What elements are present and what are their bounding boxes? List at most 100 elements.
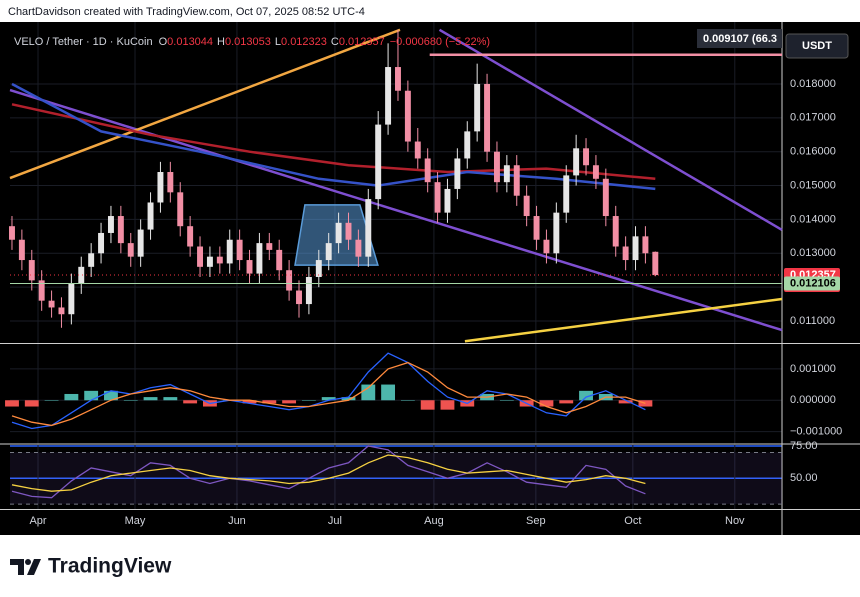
candle-body	[325, 243, 332, 261]
histogram-bar	[104, 390, 118, 401]
y-tick-label: 0.000000	[790, 394, 836, 406]
y-tick-label: 0.015000	[790, 179, 836, 191]
candle-body	[157, 172, 164, 203]
candle-body	[206, 256, 213, 267]
candle-body	[424, 158, 431, 183]
indicator-line	[11, 361, 646, 427]
histogram-bar	[539, 400, 554, 407]
change: −0.000680 (−5.22%)	[390, 36, 490, 48]
candle-body	[365, 199, 372, 257]
candle-body	[38, 280, 45, 301]
candle-body	[48, 300, 55, 308]
candle-body	[187, 226, 194, 247]
histogram-bar	[5, 400, 19, 407]
y-tick-label: 0.018000	[790, 78, 836, 90]
x-tick-label: Jul	[328, 515, 342, 527]
candle-body	[622, 246, 629, 261]
candle-body	[226, 239, 233, 264]
histogram-bar	[262, 400, 277, 404]
trend-line	[464, 297, 783, 343]
candle-body	[147, 202, 154, 230]
brand-logo	[10, 559, 41, 575]
candle-body	[78, 266, 85, 284]
histogram-bar	[24, 400, 39, 407]
y-tick-label: 0.017000	[790, 112, 836, 124]
histogram-bar	[242, 400, 257, 404]
candle-body	[216, 256, 223, 264]
histogram-bar	[381, 384, 396, 401]
candle-body	[117, 216, 124, 244]
indicator-line	[11, 454, 646, 492]
candle-body	[256, 243, 263, 274]
candle-body	[612, 216, 619, 247]
histogram-bar	[143, 397, 158, 401]
candle-body	[127, 243, 134, 257]
histogram-bar	[638, 400, 653, 407]
candle-body	[68, 283, 75, 315]
candle-body	[385, 67, 392, 125]
legend: VELO / Tether · 1D · KuCoin O0.013044 H0.0…	[14, 36, 490, 48]
chart-background	[0, 22, 860, 535]
histogram-bar	[183, 400, 198, 404]
x-tick-label: Nov	[725, 515, 745, 527]
y-tick-label: 0.013000	[790, 247, 836, 259]
brand: TradingView	[48, 555, 172, 578]
candle-body	[484, 83, 491, 152]
price-label-box	[784, 276, 840, 291]
indicator-line	[11, 352, 646, 430]
histogram-bar	[321, 397, 336, 401]
candle-body	[474, 83, 481, 132]
candle-body	[58, 307, 65, 315]
indicator-line	[11, 445, 646, 499]
candle-body	[404, 90, 411, 142]
candle-body	[276, 249, 283, 271]
x-tick-label: Jun	[228, 515, 246, 527]
legend-value: 0.013044	[167, 36, 213, 48]
candle-body	[602, 178, 609, 217]
legend-key: L	[275, 36, 281, 48]
price-label: 0.012106	[790, 277, 836, 289]
moving-average	[11, 82, 656, 191]
histogram-bar	[400, 400, 415, 401]
y-tick-label: 75.00	[790, 440, 818, 452]
logo-shape	[10, 559, 24, 575]
histogram-bar	[282, 400, 297, 404]
candle-body	[642, 236, 649, 254]
candle-body	[296, 290, 302, 305]
symbol: VELO / Tether · 1D · KuCoin	[14, 36, 153, 48]
candle-body	[553, 212, 560, 254]
candle-body	[444, 188, 451, 213]
candle-body	[305, 276, 312, 305]
x-tick-label: Apr	[29, 515, 46, 527]
histogram-bar	[579, 390, 593, 401]
candle-body	[88, 253, 95, 267]
candle-body	[9, 226, 15, 240]
histogram-bar	[420, 400, 435, 410]
x-tick-label: Aug	[424, 515, 444, 527]
candle-body	[592, 165, 599, 179]
candle-body	[414, 141, 421, 159]
candle-body	[395, 67, 401, 91]
y-tick-label: 0.014000	[790, 213, 836, 225]
candle-body	[197, 246, 203, 267]
candle-body	[18, 239, 25, 261]
legend-value: 0.013053	[225, 36, 271, 48]
candle-body	[533, 216, 540, 240]
moving-average	[11, 103, 656, 181]
currency-label: USDT	[802, 40, 832, 52]
candle-body	[573, 148, 580, 176]
candle-body	[513, 165, 520, 196]
candle-body	[563, 175, 570, 213]
y-tick-label: 0.001000	[790, 363, 836, 375]
candle-body	[28, 260, 35, 281]
legend-value: 0.012357	[339, 36, 385, 48]
currency-button[interactable]	[785, 33, 849, 59]
histogram-bar	[64, 393, 79, 401]
candle-body	[652, 251, 659, 276]
candle-body	[236, 239, 243, 261]
histogram-bar	[440, 400, 455, 410]
candle-body	[375, 124, 382, 200]
histogram-bar	[618, 400, 633, 404]
candle-body	[137, 229, 144, 257]
candle-body	[583, 148, 589, 166]
